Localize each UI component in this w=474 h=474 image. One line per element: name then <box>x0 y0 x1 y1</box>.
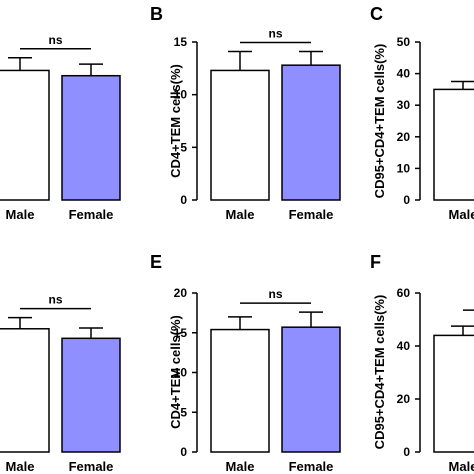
category-label: Female <box>69 459 114 474</box>
significance-label: ns <box>268 26 282 40</box>
y-tick-label: 10 <box>174 366 188 380</box>
bar-male <box>0 69 50 201</box>
y-tick-label: 0 <box>180 445 187 459</box>
y-tick-label: 60 <box>397 286 411 300</box>
y-tick-label: 15 <box>174 326 188 340</box>
significance-label: ns <box>268 287 282 301</box>
panel-letter: B <box>150 4 163 24</box>
y-tick-label: 10 <box>397 161 411 175</box>
chart-panel-2: B 0 5 10 15 CD4+TEM cells(%) Male Female ns <box>150 4 341 222</box>
panel-letter: E <box>150 252 162 272</box>
category-label: Male <box>6 207 35 222</box>
category-label: Female <box>289 459 334 474</box>
chart-panel-3: C 0 10 20 30 40 50 CD95+CD4+TEM cells(%) Male <box>370 4 474 222</box>
y-tick-label: 0 <box>403 445 410 459</box>
significance-label: ns <box>48 33 62 47</box>
bar-male <box>0 328 50 453</box>
category-label: Male <box>226 459 255 474</box>
y-tick-label: 50 <box>397 35 411 49</box>
y-tick-label: 5 <box>180 140 187 154</box>
bar-male <box>433 88 474 201</box>
bar-female <box>281 326 341 453</box>
chart-panel-5: E 0 5 10 15 20 CD4+TEM cells(%) Male Female ns <box>150 252 341 474</box>
y-axis-title: CD95+CD4+TEM cells(%) <box>372 295 387 450</box>
y-axis-title: CD4+TEM cells(%) <box>168 64 183 178</box>
significance-label: ns <box>48 293 62 307</box>
category-label: Male <box>449 207 474 222</box>
y-tick-label: 15 <box>174 35 188 49</box>
y-axis-title: CD95+CD4+TEM cells(%) <box>372 44 387 199</box>
bar-male <box>433 334 474 453</box>
chart-panel-4: Male Female ns <box>0 293 121 474</box>
category-label: Male <box>6 459 35 474</box>
y-tick-label: 5 <box>180 405 187 419</box>
y-tick-label: 30 <box>397 98 411 112</box>
y-tick-label: 0 <box>180 193 187 207</box>
bar-male <box>210 69 270 201</box>
y-tick-label: 10 <box>174 88 188 102</box>
chart-panel-6: F 0 20 40 60 CD95+CD4+TEM cells(%) Male <box>370 252 474 474</box>
chart-panel-1: Male Female ns <box>0 33 121 222</box>
bar-female <box>61 74 121 201</box>
category-label: Female <box>289 207 334 222</box>
y-tick-label: 0 <box>403 193 410 207</box>
category-label: Male <box>449 459 474 474</box>
category-label: Female <box>69 207 114 222</box>
panel-letter: F <box>370 252 381 272</box>
y-tick-label: 20 <box>174 286 188 300</box>
category-label: Male <box>226 207 255 222</box>
y-axis-title: CD4+TEM cells(%) <box>168 315 183 429</box>
y-tick-label: 40 <box>397 67 411 81</box>
bar-female <box>281 64 341 201</box>
y-tick-label: 20 <box>397 392 411 406</box>
y-tick-label: 20 <box>397 130 411 144</box>
y-tick-label: 40 <box>397 339 411 353</box>
bar-female <box>61 337 121 453</box>
bar-male <box>210 328 270 453</box>
panel-letter: C <box>370 4 383 24</box>
